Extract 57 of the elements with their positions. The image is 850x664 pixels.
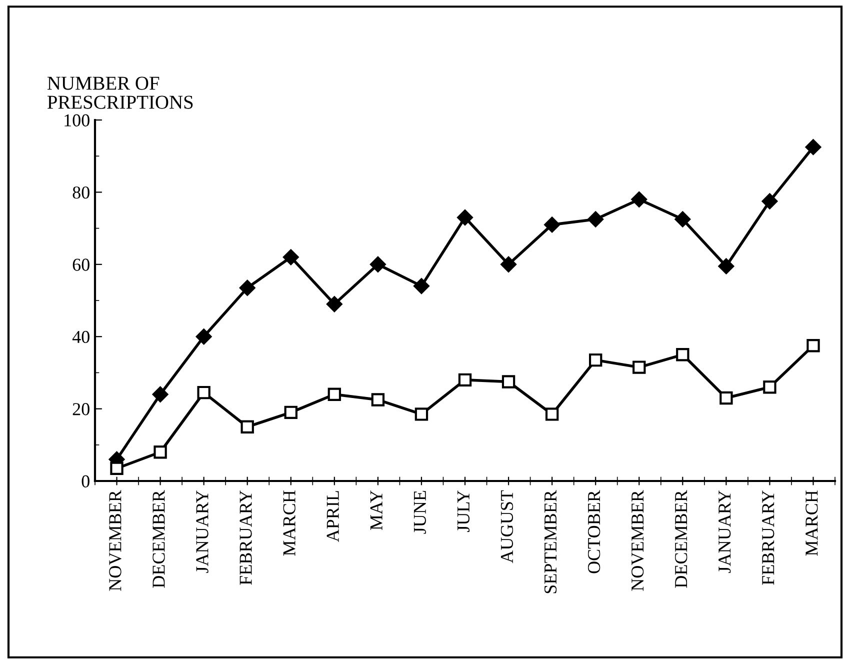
point [631, 192, 648, 208]
point [197, 386, 210, 400]
x-tick-label: JULY [458, 490, 470, 532]
y-tick-label: 80 [72, 186, 90, 199]
point [544, 216, 560, 233]
y-tick-label: 60 [72, 258, 90, 271]
point [284, 406, 298, 420]
point [676, 348, 690, 362]
point [371, 393, 385, 406]
point [282, 249, 299, 266]
point [239, 280, 256, 296]
x-tick-label: FEBRUARY [762, 490, 774, 585]
x-tick-label: NOVEMBER [632, 490, 644, 591]
point [240, 420, 254, 434]
x-tick-label: DECEMBER [675, 490, 688, 588]
x-tick-label: MARCH [806, 490, 818, 556]
point [370, 256, 386, 272]
point [500, 256, 516, 272]
point [328, 388, 342, 401]
x-tick-label: DECEMBER [152, 490, 165, 588]
point [196, 328, 212, 345]
x-tick-label: APRIL [326, 491, 339, 542]
y-axis-title: NUMBER OF PRESCRIPTIONS [47, 76, 193, 109]
point [588, 353, 602, 367]
y-tick-label: 0 [82, 475, 90, 488]
point [805, 139, 822, 155]
point [762, 193, 778, 210]
x-tick-label: FEBRUARY [240, 490, 252, 585]
point [326, 296, 342, 312]
point [414, 278, 430, 294]
point [632, 360, 646, 374]
y-tick-label: 40 [72, 330, 90, 344]
point [718, 258, 734, 274]
x-tick-label: SEPTEMBER [544, 490, 557, 594]
y-tick-label: 100 [64, 114, 90, 126]
point [110, 462, 124, 475]
x-tick-label: JUNE [414, 490, 426, 534]
point [502, 375, 516, 388]
x-tick-label: MAY [370, 490, 382, 530]
point [806, 339, 820, 352]
point [674, 211, 691, 228]
point [458, 373, 472, 387]
point [152, 386, 168, 402]
point [720, 391, 733, 405]
point [414, 408, 428, 421]
x-tick-label: MARCH [283, 490, 296, 556]
point [763, 380, 776, 394]
point [154, 446, 167, 459]
x-tick-label: JANUARY [718, 490, 731, 573]
y-tick-label: 20 [72, 403, 90, 416]
point [545, 408, 559, 421]
x-tick-label: AUGUST [500, 490, 514, 564]
x-tick-label: NOVEMBER [109, 490, 122, 591]
point [588, 211, 604, 228]
x-tick-label: OCTOBER [588, 490, 600, 574]
point [457, 210, 473, 226]
x-tick-label: JANUARY [196, 490, 208, 573]
